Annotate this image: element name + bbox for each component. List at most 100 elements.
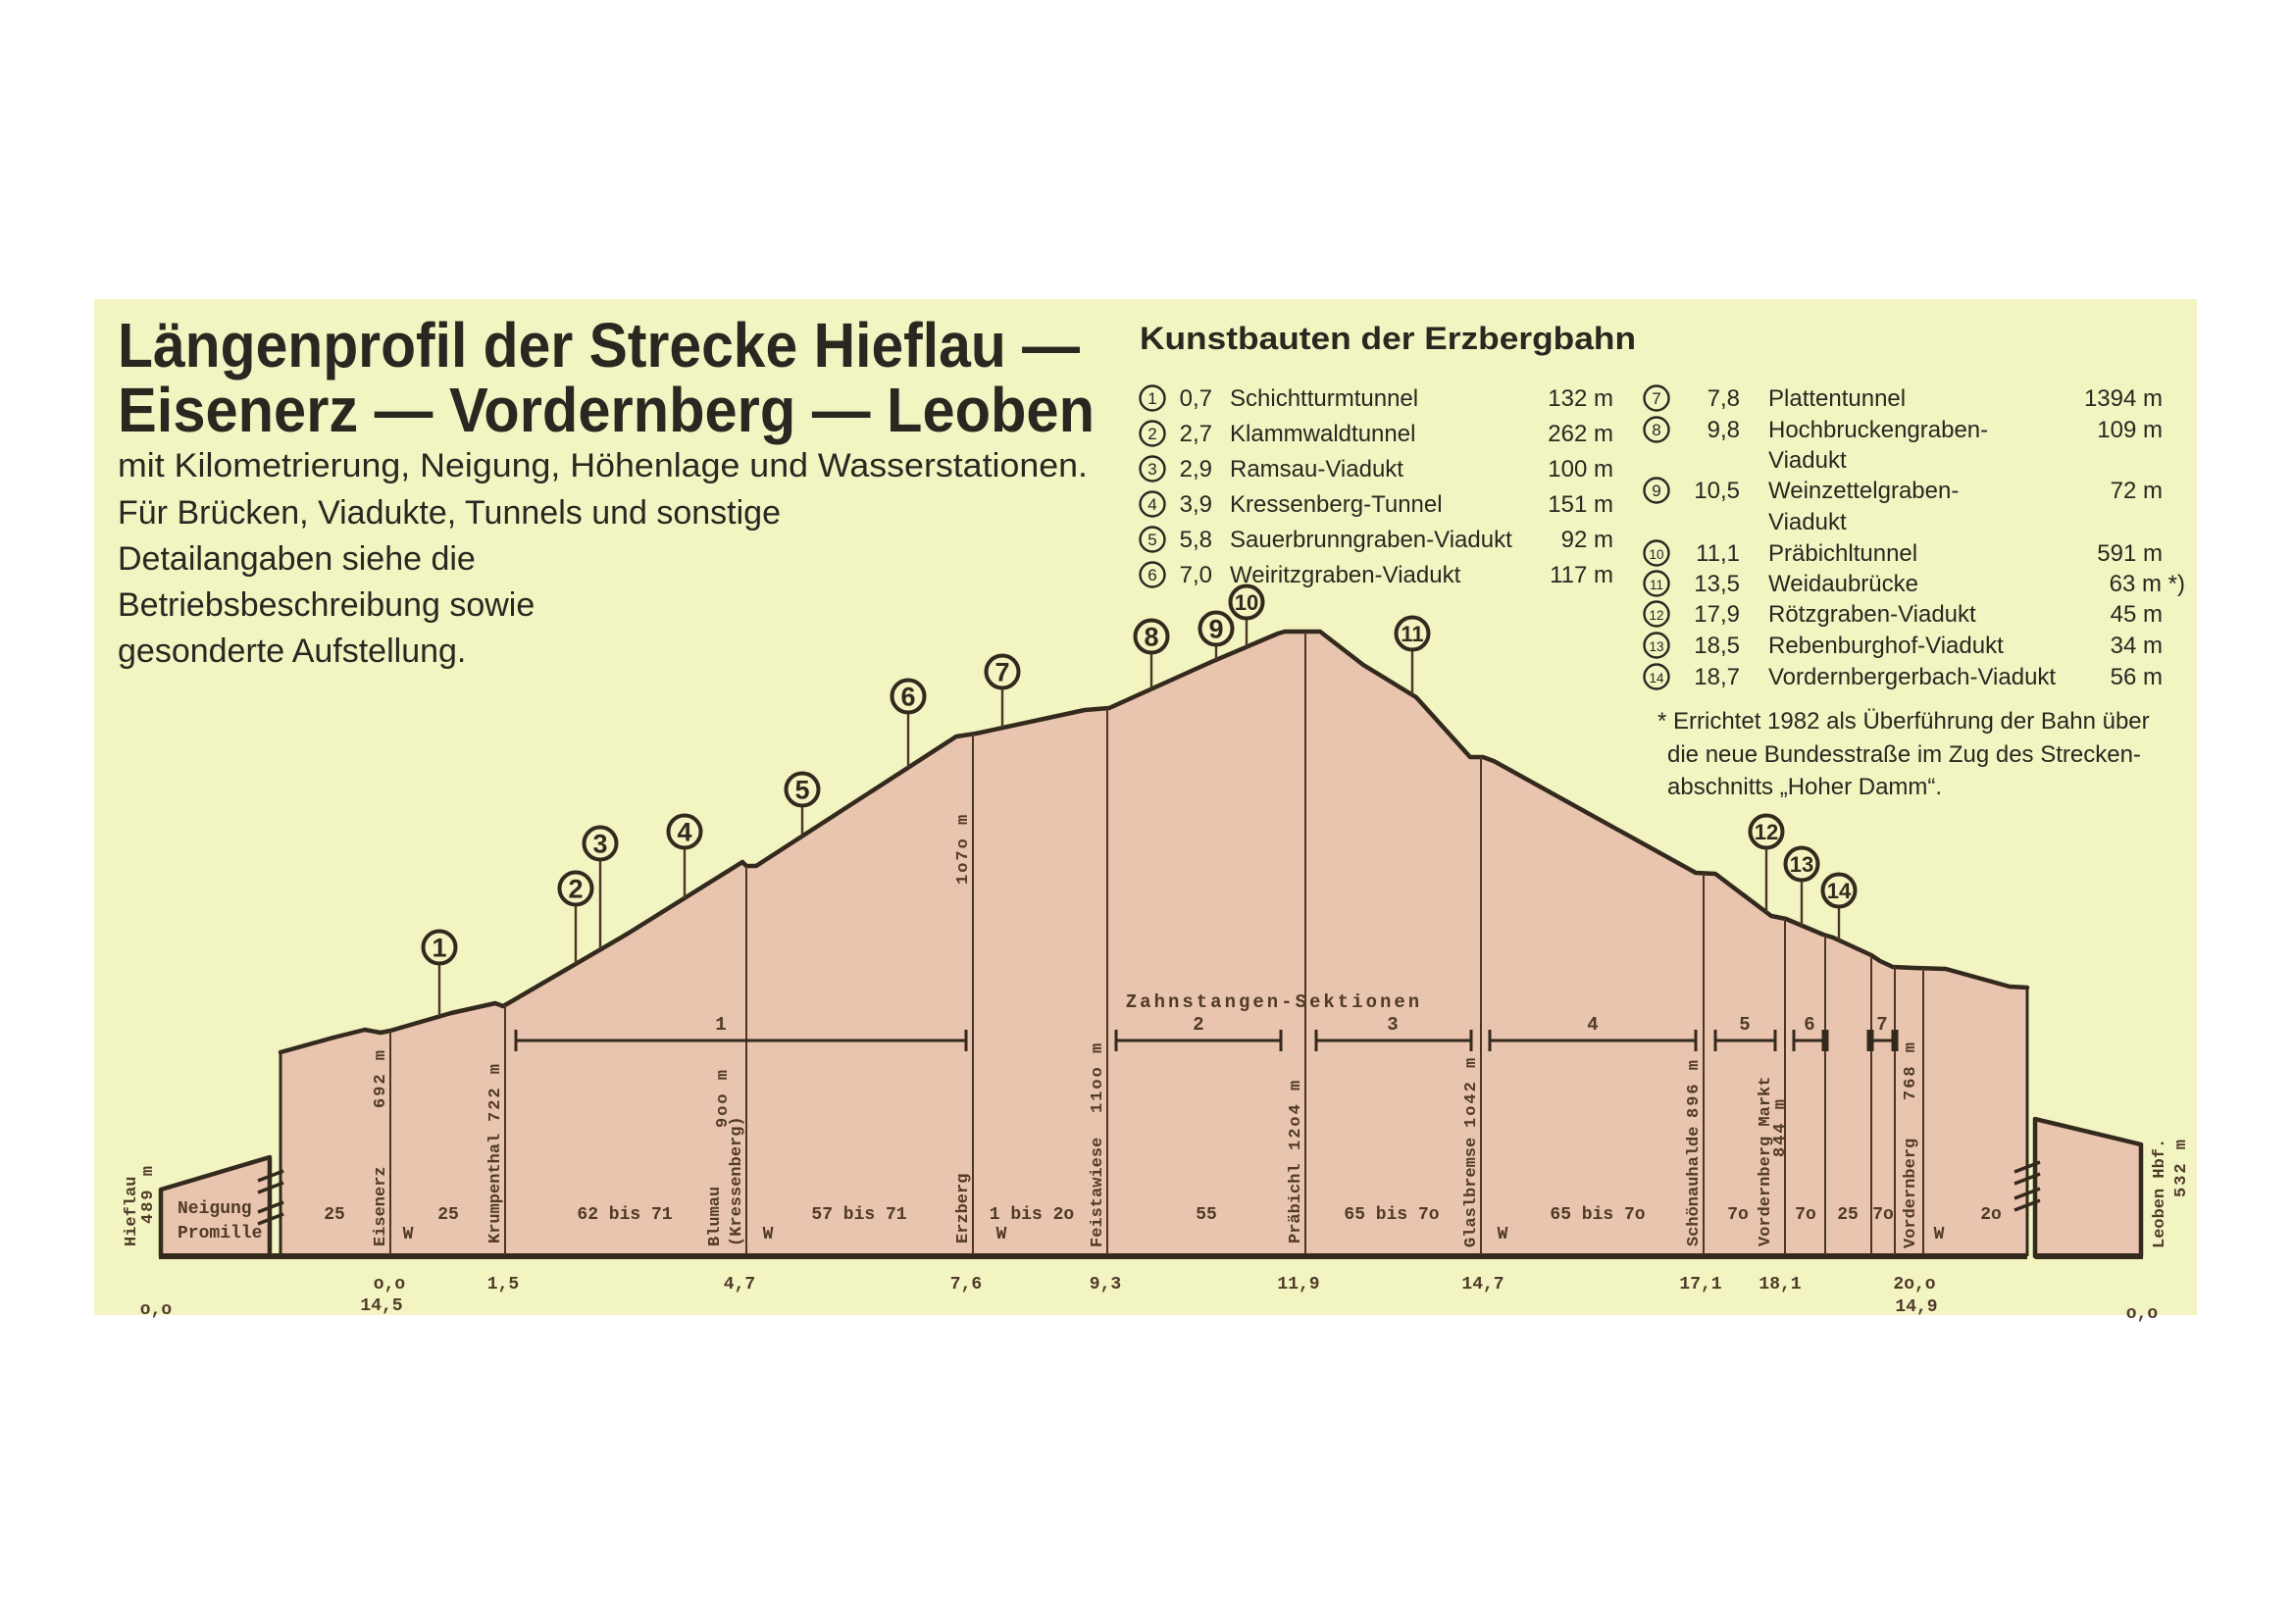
svg-text:Leoben Hbf.: Leoben Hbf.	[2151, 1139, 2169, 1248]
svg-text:10: 10	[1649, 547, 1663, 562]
svg-text:9,3: 9,3	[1090, 1275, 1121, 1294]
svg-text:Viadukt: Viadukt	[1768, 447, 1847, 474]
svg-text:14,7: 14,7	[1461, 1275, 1504, 1294]
svg-text:Viadukt: Viadukt	[1768, 509, 1847, 535]
svg-text:2,7: 2,7	[1180, 421, 1212, 447]
svg-text:Schönauhalde: Schönauhalde	[1685, 1127, 1704, 1246]
svg-text:9oo m: 9oo m	[714, 1068, 733, 1128]
svg-text:Rötzgraben-Viadukt: Rötzgraben-Viadukt	[1768, 601, 1976, 628]
svg-text:W: W	[1498, 1225, 1508, 1244]
svg-text:W: W	[1934, 1225, 1945, 1244]
svg-text:Präbichltunnel: Präbichltunnel	[1768, 540, 1917, 567]
svg-text:25: 25	[324, 1205, 345, 1225]
svg-text:65 bis 7o: 65 bis 7o	[1344, 1205, 1439, 1225]
svg-text:2o,o: 2o,o	[1893, 1275, 1935, 1294]
svg-text:0,7: 0,7	[1180, 385, 1212, 412]
svg-text:56 m: 56 m	[2111, 664, 2163, 690]
svg-text:Vordernberg Markt: Vordernberg Markt	[1757, 1077, 1775, 1246]
svg-text:4: 4	[1147, 495, 1156, 514]
svg-text:532 m: 532 m	[2172, 1138, 2191, 1197]
svg-text:7o: 7o	[1727, 1205, 1749, 1225]
svg-text:o,o: o,o	[374, 1275, 405, 1294]
svg-text:4,7: 4,7	[724, 1275, 755, 1294]
svg-text:2o: 2o	[1980, 1205, 2002, 1225]
svg-text:7o: 7o	[1872, 1205, 1894, 1225]
svg-text:92 m: 92 m	[1561, 527, 1613, 553]
svg-text:14: 14	[1827, 879, 1852, 903]
svg-text:11: 11	[1401, 622, 1423, 646]
svg-text:262 m: 262 m	[1548, 421, 1613, 447]
svg-text:34 m: 34 m	[2111, 633, 2163, 659]
svg-text:109 m: 109 m	[2097, 417, 2163, 443]
svg-text:(Kressenberg): (Kressenberg)	[728, 1116, 746, 1246]
svg-text:62 bis 71: 62 bis 71	[577, 1205, 672, 1225]
svg-text:117 m: 117 m	[1550, 562, 1613, 588]
svg-text:1,5: 1,5	[487, 1275, 519, 1294]
svg-text:489 m: 489 m	[139, 1164, 158, 1224]
svg-text:3: 3	[1387, 1014, 1398, 1036]
svg-text:4: 4	[677, 818, 691, 847]
svg-text:151 m: 151 m	[1548, 491, 1613, 518]
svg-text:Eisenerz: Eisenerz	[372, 1166, 390, 1246]
svg-text:591 m: 591 m	[2097, 540, 2163, 567]
svg-text:9,8: 9,8	[1708, 417, 1740, 443]
svg-text:9: 9	[1652, 482, 1660, 500]
svg-text:1: 1	[1147, 389, 1156, 408]
svg-text:8: 8	[1652, 421, 1660, 439]
svg-text:10,5: 10,5	[1694, 478, 1740, 504]
svg-text:13: 13	[1649, 639, 1663, 654]
svg-text:5,8: 5,8	[1180, 527, 1212, 553]
svg-text:Ramsau-Viadukt: Ramsau-Viadukt	[1230, 456, 1403, 482]
svg-text:5: 5	[794, 776, 809, 805]
svg-text:9: 9	[1208, 615, 1223, 644]
svg-text:2: 2	[1147, 425, 1156, 443]
svg-text:12: 12	[1755, 820, 1778, 844]
svg-text:Schichtturmtunnel: Schichtturmtunnel	[1230, 385, 1418, 412]
svg-text:11: 11	[1650, 578, 1663, 592]
svg-text:8: 8	[1144, 623, 1158, 652]
svg-text:7,8: 7,8	[1708, 385, 1740, 412]
svg-text:Detailangaben siehe die: Detailangaben siehe die	[118, 540, 476, 578]
svg-text:13,5: 13,5	[1694, 571, 1740, 597]
svg-text:1: 1	[432, 934, 446, 963]
svg-text:2: 2	[568, 875, 583, 904]
svg-text:Plattentunnel: Plattentunnel	[1768, 385, 1906, 412]
svg-text:25: 25	[437, 1205, 459, 1225]
svg-text:14: 14	[1649, 671, 1664, 685]
svg-text:692 m: 692 m	[372, 1048, 390, 1108]
svg-text:Für Brücken, Viadukte, Tunnels: Für Brücken, Viadukte, Tunnels und sonst…	[118, 494, 781, 532]
svg-text:Längenprofil der Strecke Hiefl: Längenprofil der Strecke Hieflau —	[118, 310, 1080, 381]
svg-text:14,9: 14,9	[1895, 1297, 1937, 1317]
svg-text:o,o: o,o	[2126, 1304, 2158, 1324]
svg-text:Hieflau: Hieflau	[123, 1177, 141, 1246]
svg-text:7: 7	[994, 658, 1009, 687]
svg-text:6: 6	[1147, 566, 1156, 584]
svg-text:11,1: 11,1	[1696, 540, 1740, 567]
svg-text:2,9: 2,9	[1180, 456, 1212, 482]
svg-text:722 m: 722 m	[486, 1062, 505, 1122]
svg-text:896 m: 896 m	[1685, 1058, 1704, 1118]
svg-text:6: 6	[900, 683, 915, 712]
svg-text:Erzberg: Erzberg	[954, 1174, 973, 1243]
svg-text:Weinzettelgraben-: Weinzettelgraben-	[1768, 478, 1959, 504]
svg-text:4: 4	[1587, 1014, 1598, 1036]
svg-text:Kressenberg-Tunnel: Kressenberg-Tunnel	[1230, 491, 1443, 518]
svg-text:Vordernbergerbach-Viadukt: Vordernbergerbach-Viadukt	[1768, 664, 2056, 690]
svg-text:12o4 m: 12o4 m	[1287, 1079, 1305, 1150]
svg-text:7,0: 7,0	[1180, 562, 1212, 588]
svg-text:Weiritzgraben-Viadukt: Weiritzgraben-Viadukt	[1230, 562, 1461, 588]
svg-text:Krumpenthal: Krumpenthal	[486, 1134, 505, 1243]
svg-text:1o7o m: 1o7o m	[954, 813, 973, 885]
svg-text:Glaslbremse: Glaslbremse	[1462, 1138, 1481, 1247]
svg-text:12: 12	[1649, 608, 1663, 623]
svg-text:100 m: 100 m	[1548, 456, 1613, 482]
svg-text:5: 5	[1739, 1014, 1750, 1036]
svg-text:3,9: 3,9	[1180, 491, 1212, 518]
svg-text:Klammwaldtunnel: Klammwaldtunnel	[1230, 421, 1415, 447]
svg-text:7o: 7o	[1795, 1205, 1816, 1225]
svg-text:Präbichl: Präbichl	[1287, 1163, 1305, 1243]
svg-text:2: 2	[1193, 1014, 1203, 1036]
svg-text:7: 7	[1876, 1014, 1887, 1036]
svg-text:844 m: 844 m	[1771, 1097, 1790, 1157]
svg-text:Eisenerz — Vordernberg — Leobe: Eisenerz — Vordernberg — Leoben	[118, 375, 1095, 445]
